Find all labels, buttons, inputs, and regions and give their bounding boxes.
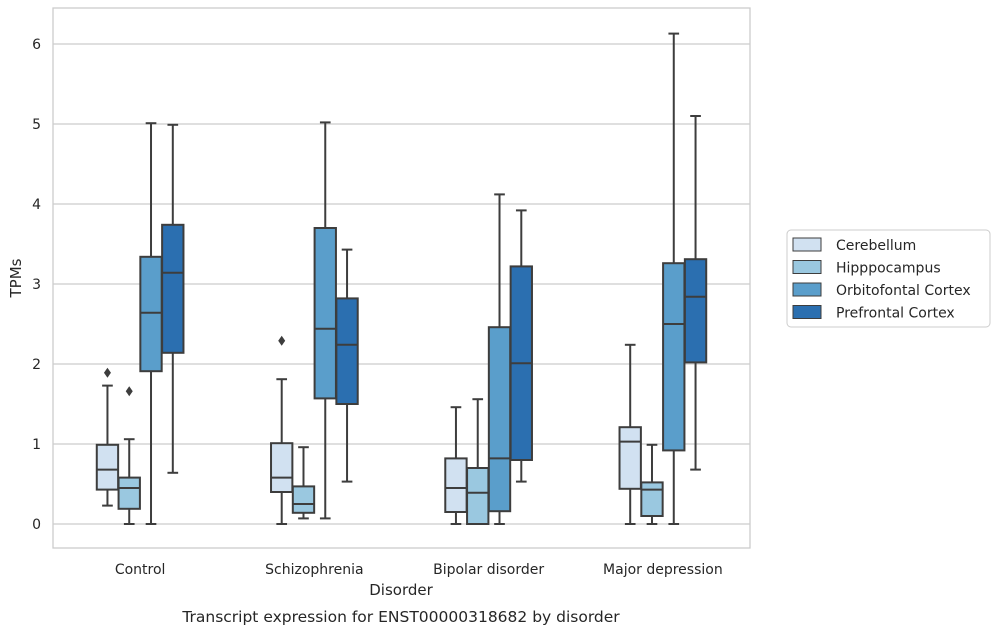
legend-swatch — [792, 237, 822, 252]
chart-caption: Transcript expression for ENST0000031868… — [181, 608, 620, 626]
box-body — [683, 258, 708, 364]
box-body — [161, 223, 185, 354]
outlier-point — [103, 367, 111, 378]
box-body — [291, 485, 316, 514]
legend-swatch — [792, 260, 822, 274]
box-group — [683, 115, 708, 471]
box-group — [487, 193, 512, 525]
legend: Cerebellum Hipppocampus Orbitofontal Corte… — [786, 229, 991, 328]
y-tick-label: 5 — [32, 117, 41, 133]
box-body — [444, 457, 468, 513]
box-group — [444, 406, 468, 525]
y-tick-label: 0 — [32, 517, 41, 533]
x-axis-label: Disorder — [369, 581, 433, 599]
y-tick-labels: 0 1 2 3 4 5 6 — [32, 37, 41, 533]
x-tick-labels: Control Schizophrenia Bipolar disorder Majo… — [115, 562, 723, 578]
box-group — [270, 335, 294, 525]
legend-label: Orbitofontal Cortex — [836, 283, 971, 299]
box-body — [640, 481, 664, 517]
box-group — [618, 343, 642, 525]
box-group — [139, 122, 163, 525]
x-tick-label: Bipolar disorder — [433, 562, 544, 578]
box-body — [466, 467, 490, 525]
box-body — [117, 476, 141, 510]
box-body — [270, 442, 294, 494]
y-axis-label: TPMs — [7, 258, 25, 298]
x-tick-label: Major depression — [603, 562, 723, 578]
x-tick-label: Schizophrenia — [265, 562, 363, 578]
y-tick-label: 3 — [32, 277, 41, 293]
outlier-point — [125, 386, 133, 397]
legend-frame — [786, 229, 991, 328]
legend-label: Cerebellum — [836, 238, 916, 254]
box-group — [662, 32, 686, 525]
y-tick-label: 1 — [32, 437, 41, 453]
x-tick-label: Control — [115, 562, 166, 578]
box-group — [509, 209, 533, 483]
box-group — [640, 443, 664, 525]
box-body — [487, 326, 512, 513]
legend-swatch — [792, 305, 822, 319]
y-tick-label: 6 — [32, 37, 41, 53]
box-body — [662, 262, 686, 452]
box-group — [466, 398, 490, 525]
plot-area: 0 1 2 3 4 5 6 Control Schizophrenia Bipolar diso… — [32, 7, 751, 578]
box-group — [161, 123, 185, 474]
y-tick-label: 4 — [32, 197, 41, 213]
outlier-point — [278, 335, 286, 346]
boxplots — [95, 32, 708, 525]
plot-frame — [52, 7, 751, 549]
legend-swatch — [792, 282, 822, 297]
legend-label: Hipppocampus — [836, 261, 941, 277]
box-body — [335, 297, 359, 405]
box-body — [139, 255, 163, 373]
box-group — [95, 367, 120, 507]
box-body — [618, 426, 642, 490]
y-tick-label: 2 — [32, 357, 41, 373]
box-group — [335, 248, 359, 483]
box-body — [313, 227, 337, 400]
box-group — [313, 121, 337, 520]
box-group — [291, 446, 316, 520]
legend-label: Prefrontal Cortex — [836, 306, 955, 322]
box-group — [117, 386, 141, 525]
box-body — [95, 443, 120, 491]
